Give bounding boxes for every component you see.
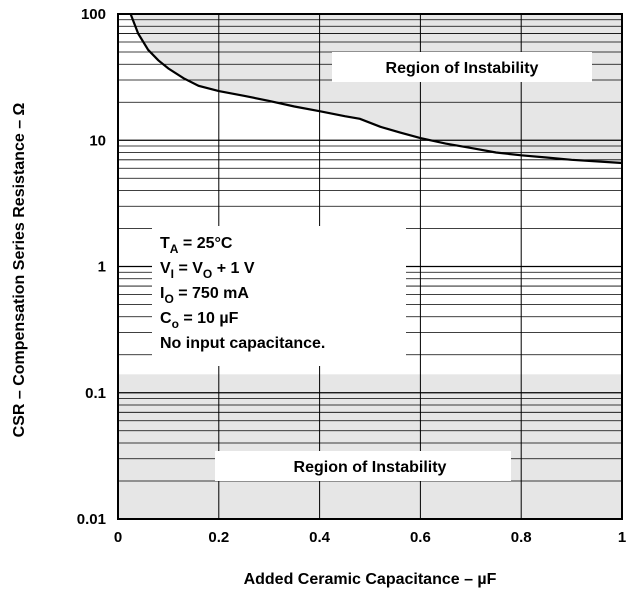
x-tick-label: 0.8 [511, 529, 532, 546]
x-axis-title: Added Ceramic Capacitance – µF [244, 571, 497, 588]
condition-line: No input capacitance. [160, 335, 325, 352]
condition-line: TA = 25°C [160, 235, 233, 256]
csr-boundary-curve [129, 13, 623, 165]
plot-frame [117, 13, 623, 520]
lower-region-label: Region of Instability [294, 459, 447, 476]
test-conditions-box: TA = 25°C VI = VO + 1 V IO = 750 mA Co = 10… [152, 226, 406, 366]
condition-line: Co = 10 µF [160, 310, 239, 331]
upper-instability-region [130, 14, 622, 163]
x-tick-label: 0.4 [309, 529, 331, 546]
y-tick-label: 1 [98, 259, 106, 276]
x-tick-label: 1 [618, 529, 626, 546]
upper-region-label: Region of Instability [386, 60, 539, 77]
plot-border [117, 13, 623, 520]
y-tick-label: 100 [81, 6, 106, 23]
stability-curve [129, 13, 623, 165]
y-tick-label: 10 [89, 132, 106, 149]
y-axis-title: CSR – Compensation Series Resistance – Ω [11, 102, 28, 437]
region-labels: Region of Instability Region of Instabili… [215, 52, 592, 481]
condition-line: VI = VO + 1 V [160, 260, 255, 281]
upper-region-label-box [332, 52, 592, 82]
condition-line: IO = 750 mA [160, 285, 249, 306]
y-tick-label: 0.1 [85, 385, 106, 402]
lower-region-label-box [215, 451, 511, 481]
x-tick-label: 0.2 [208, 529, 229, 546]
y-tick-label: 0.01 [77, 511, 106, 528]
conditions-box-bg [152, 226, 406, 366]
lower-instability-region [118, 374, 622, 519]
x-tick-label: 0 [114, 529, 122, 546]
x-tick-label: 0.6 [410, 529, 431, 546]
tick-labels: 0 0.2 0.4 0.6 0.8 1 0.01 0.1 1 10 100 [77, 6, 626, 546]
